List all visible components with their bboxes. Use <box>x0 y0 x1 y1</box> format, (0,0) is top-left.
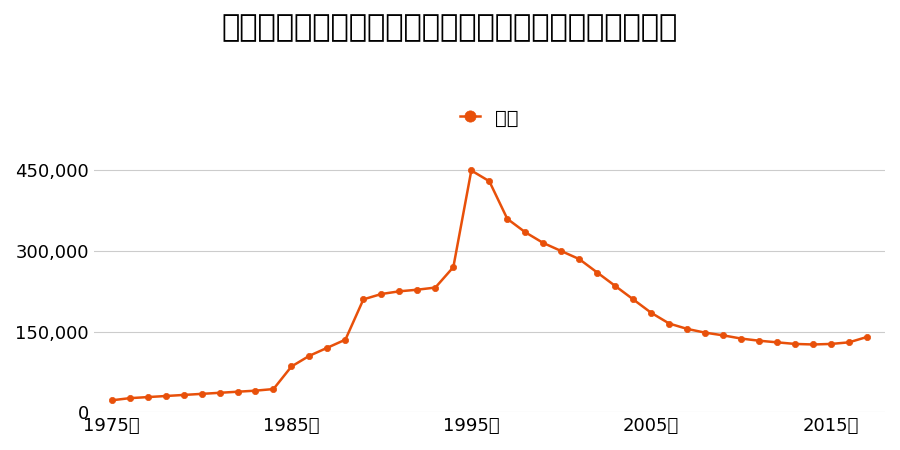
価格 <box>214 390 225 396</box>
価格 <box>142 394 153 400</box>
価格 <box>861 334 872 340</box>
価格 <box>448 265 459 270</box>
価格 <box>394 288 405 294</box>
価格 <box>825 341 836 346</box>
価格 <box>771 340 782 345</box>
価格 <box>664 321 675 326</box>
価格 <box>502 216 513 221</box>
価格 <box>610 283 621 288</box>
価格 <box>286 364 297 369</box>
価格 <box>556 248 567 254</box>
価格 <box>160 393 171 399</box>
価格 <box>124 396 135 401</box>
価格 <box>268 387 279 392</box>
Text: 石川県金沢市新神田１丁目１０５番ほか１筆の地価推移: 石川県金沢市新神田１丁目１０５番ほか１筆の地価推移 <box>222 14 678 42</box>
価格 <box>106 398 117 403</box>
価格 <box>430 285 441 290</box>
価格 <box>196 391 207 396</box>
価格 <box>484 179 495 184</box>
Legend: 価格: 価格 <box>453 101 526 136</box>
Line: 価格: 価格 <box>109 167 870 404</box>
価格 <box>574 256 585 262</box>
価格 <box>682 326 693 332</box>
価格 <box>376 291 387 297</box>
価格 <box>304 353 315 359</box>
価格 <box>628 297 639 302</box>
価格 <box>735 336 746 341</box>
価格 <box>699 330 710 335</box>
価格 <box>232 389 243 395</box>
価格 <box>717 333 728 338</box>
価格 <box>843 340 854 345</box>
価格 <box>466 168 477 173</box>
価格 <box>358 297 369 302</box>
価格 <box>538 240 549 246</box>
価格 <box>340 337 351 342</box>
価格 <box>789 341 800 346</box>
価格 <box>178 392 189 398</box>
価格 <box>520 230 531 235</box>
価格 <box>322 345 333 351</box>
価格 <box>807 342 818 347</box>
価格 <box>753 338 764 343</box>
価格 <box>412 287 423 292</box>
価格 <box>592 270 603 275</box>
価格 <box>250 388 261 393</box>
価格 <box>646 310 657 315</box>
